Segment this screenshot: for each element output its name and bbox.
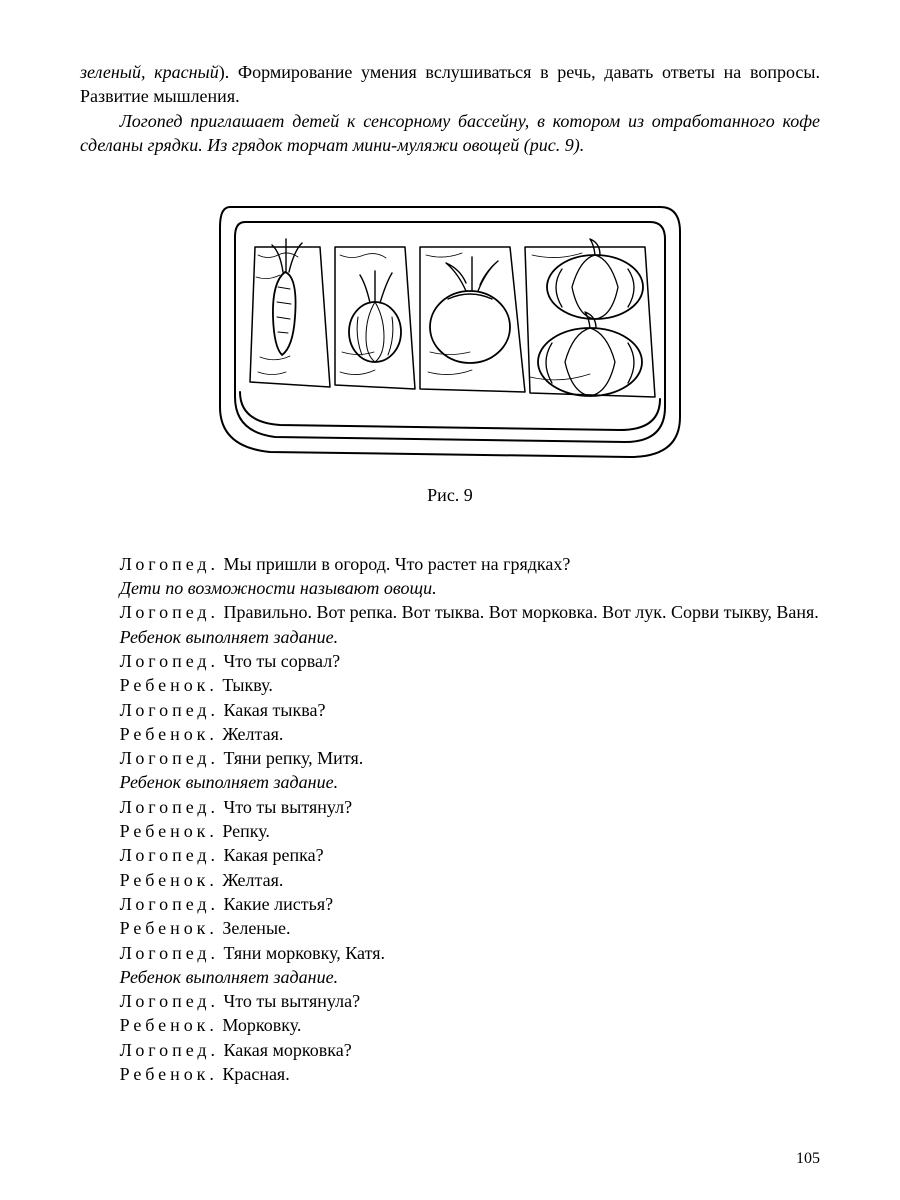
dialog-text: Какие листья? [219, 894, 333, 914]
dialog-line: Ребенок. Репку. [80, 819, 820, 843]
dialog-text: Какая морковка? [219, 1040, 352, 1060]
dialog-line: Ребенок выполняет задание. [80, 965, 820, 989]
dialog-line: Логопед. Тяни репку, Митя. [80, 746, 820, 770]
speaker-label: Ребенок. [120, 724, 218, 744]
page-number: 105 [796, 1148, 820, 1170]
dialog-text: Репку. [218, 821, 270, 841]
speaker-label: Ребенок. [120, 821, 218, 841]
dialog-text: Тыкву. [218, 675, 273, 695]
dialog-line: Логопед. Что ты сорвал? [80, 649, 820, 673]
speaker-label: Ребенок. [120, 870, 218, 890]
speaker-label: Логопед. [120, 797, 219, 817]
dialog-line: Логопед. Какая морковка? [80, 1038, 820, 1062]
dialog-text: Что ты сорвал? [219, 651, 340, 671]
speaker-label: Логопед. [120, 943, 219, 963]
dialog-block: Логопед. Мы пришли в огород. Что растет … [80, 552, 820, 1087]
intro-paragraph-2: Логопед приглашает детей к сенсорному ба… [80, 109, 820, 158]
dialog-text: Красная. [218, 1064, 290, 1084]
dialog-line: Ребенок выполняет задание. [80, 625, 820, 649]
dialog-line: Ребенок. Желтая. [80, 868, 820, 892]
speaker-label: Логопед. [120, 700, 219, 720]
speaker-label: Логопед. [120, 1040, 219, 1060]
figure-caption: Рис. 9 [80, 483, 820, 507]
speaker-label: Логопед. [120, 991, 219, 1011]
dialog-text: Морковку. [218, 1015, 302, 1035]
speaker-label: Логопед. [120, 651, 219, 671]
dialog-line: Логопед. Какие листья? [80, 892, 820, 916]
dialog-line: Логопед. Что ты вытянул? [80, 795, 820, 819]
dialog-text: Правильно. Вот репка. Вот тыква. Вот мор… [219, 602, 819, 622]
vegetable-tray-illustration [190, 177, 710, 467]
dialog-line: Логопед. Какая тыква? [80, 698, 820, 722]
dialog-line: Логопед. Тяни морковку, Катя. [80, 941, 820, 965]
speaker-label: Логопед. [120, 554, 219, 574]
dialog-text: Какая репка? [219, 845, 324, 865]
dialog-text: Зеленые. [218, 918, 291, 938]
intro-italic-fragment: зеленый, красный [80, 62, 219, 82]
dialog-text: Что ты вытянул? [219, 797, 352, 817]
dialog-line: Ребенок. Морковку. [80, 1013, 820, 1037]
speaker-label: Ребенок. [120, 1015, 218, 1035]
dialog-line: Ребенок. Тыкву. [80, 673, 820, 697]
dialog-text: Мы пришли в огород. Что растет на грядка… [219, 554, 570, 574]
dialog-text: Желтая. [218, 870, 284, 890]
figure-9 [80, 177, 820, 473]
dialog-line: Логопед. Какая репка? [80, 843, 820, 867]
speaker-label: Логопед. [120, 748, 219, 768]
dialog-line: Логопед. Мы пришли в огород. Что растет … [80, 552, 820, 576]
dialog-line: Ребенок. Красная. [80, 1062, 820, 1086]
dialog-line: Ребенок. Зеленые. [80, 916, 820, 940]
speaker-label: Логопед. [120, 894, 219, 914]
intro-paragraph-1: зеленый, красный). Формирование умения в… [80, 60, 820, 109]
dialog-text: Тяни морковку, Катя. [219, 943, 385, 963]
dialog-line: Ребенок. Желтая. [80, 722, 820, 746]
speaker-label: Ребенок. [120, 675, 218, 695]
dialog-line: Логопед. Правильно. Вот репка. Вот тыква… [80, 600, 820, 624]
speaker-label: Логопед. [120, 602, 219, 622]
dialog-text: Тяни репку, Митя. [219, 748, 363, 768]
dialog-line: Ребенок выполняет задание. [80, 770, 820, 794]
dialog-text: Желтая. [218, 724, 284, 744]
dialog-line: Логопед. Что ты вытянула? [80, 989, 820, 1013]
dialog-line: Дети по возможности называют овощи. [80, 576, 820, 600]
dialog-text: Какая тыква? [219, 700, 325, 720]
speaker-label: Логопед. [120, 845, 219, 865]
speaker-label: Ребенок. [120, 1064, 218, 1084]
speaker-label: Ребенок. [120, 918, 218, 938]
dialog-text: Что ты вытянула? [219, 991, 360, 1011]
